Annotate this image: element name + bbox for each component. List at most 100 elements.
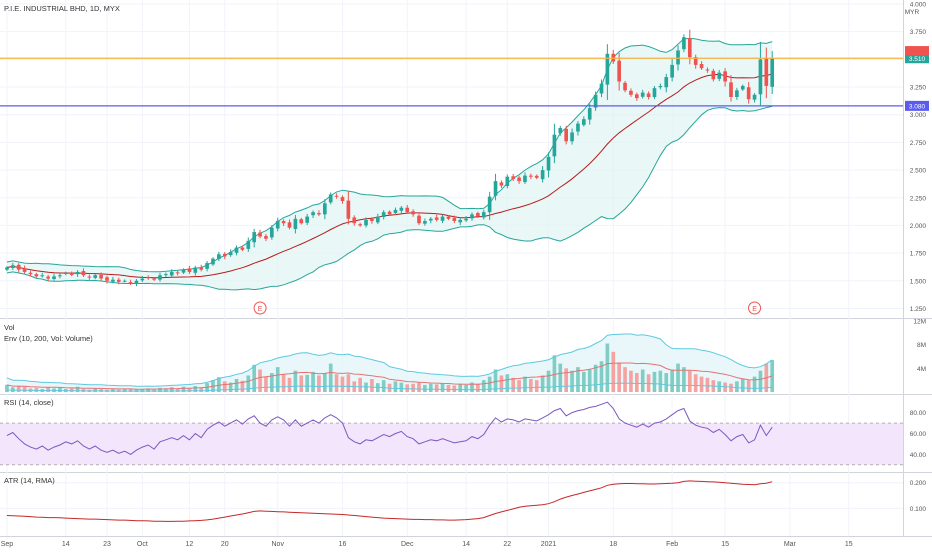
volume-bar-124 xyxy=(735,381,739,392)
candle-body-104 xyxy=(617,60,621,82)
volume-bar-128 xyxy=(758,370,763,392)
candle-body-31 xyxy=(187,268,192,272)
earnings-marker-label-0: E xyxy=(258,306,263,313)
candle-body-29 xyxy=(175,272,180,274)
candle-body-5 xyxy=(34,274,39,277)
candle-body-106 xyxy=(629,90,633,95)
candle-body-70 xyxy=(417,215,421,224)
candle-body-126 xyxy=(746,87,751,100)
volume-bar-86 xyxy=(511,377,516,392)
candle-body-8 xyxy=(52,276,56,280)
volume-bar-104 xyxy=(617,362,621,392)
volume-bar-111 xyxy=(658,370,663,392)
candle-body-44 xyxy=(264,236,268,239)
volume-bar-69 xyxy=(411,383,415,392)
volume-envelope-upper xyxy=(6,333,773,387)
volume-bar-42 xyxy=(252,364,257,392)
candle-body-25 xyxy=(152,278,156,280)
volume-bar-43 xyxy=(258,369,262,392)
candle-body-105 xyxy=(623,82,627,91)
volume-bar-80 xyxy=(476,383,480,392)
volume-bar-87 xyxy=(517,380,521,392)
atr-title: ATR (14, RMA) xyxy=(4,476,55,485)
volume-bar-15 xyxy=(93,388,98,392)
volume-bar-84 xyxy=(499,375,504,392)
candle-body-71 xyxy=(423,221,427,224)
volume-y-tick-2: 4M xyxy=(917,366,926,373)
candle-body-81 xyxy=(481,212,486,218)
volume-envelope-fill xyxy=(6,334,773,392)
volume-bar-55 xyxy=(328,363,333,392)
volume-bar-114 xyxy=(676,363,680,392)
volume-bar-78 xyxy=(464,384,468,392)
volume-bar-54 xyxy=(322,373,327,392)
candle-body-95 xyxy=(564,128,569,142)
volume-bar-94 xyxy=(558,363,563,392)
volume-bar-79 xyxy=(470,382,474,392)
volume-bar-119 xyxy=(705,377,710,392)
candle-body-35 xyxy=(211,258,215,265)
candle-body-73 xyxy=(434,217,439,220)
volume-bar-127 xyxy=(752,376,757,392)
price-y-tick-5: 2.750 xyxy=(910,140,927,147)
volume-bar-82 xyxy=(487,376,492,392)
volume-title: Vol xyxy=(4,323,15,332)
volume-bar-12 xyxy=(75,386,80,392)
volume-bar-106 xyxy=(629,370,633,392)
volume-bar-88 xyxy=(523,376,527,392)
candle-body-110 xyxy=(652,88,657,97)
volume-y-tick-0: 12M xyxy=(913,319,926,326)
price-y-tick-3: 3.250 xyxy=(910,85,927,92)
bollinger-lower xyxy=(6,105,773,291)
candle-body-87 xyxy=(517,177,521,182)
volume-bar-116 xyxy=(687,370,692,392)
candle-body-107 xyxy=(634,94,639,99)
volume-bar-74 xyxy=(440,383,445,392)
volume-bar-83 xyxy=(493,369,498,392)
x-tick-label-11: 2021 xyxy=(541,541,557,548)
volume-bar-117 xyxy=(693,374,698,392)
x-tick-label-4: 12 xyxy=(186,541,194,548)
candle-body-3 xyxy=(22,268,27,272)
volume-bar-107 xyxy=(634,373,639,392)
volume-bar-11 xyxy=(69,388,74,392)
support-label: 3.080 xyxy=(909,103,926,110)
price-y-tick-1: 3.750 xyxy=(910,29,927,36)
x-tick-label-0: Sep xyxy=(1,541,14,548)
x-tick-label-1: 14 xyxy=(62,541,70,548)
candle-body-42 xyxy=(252,232,257,243)
candle-body-102 xyxy=(605,53,610,85)
price-y-tick-9: 1.750 xyxy=(910,251,927,258)
candle-body-66 xyxy=(393,209,398,214)
volume-bar-3 xyxy=(22,386,27,392)
candle-body-98 xyxy=(582,119,586,125)
candle-body-30 xyxy=(181,269,186,273)
candle-body-41 xyxy=(246,240,251,249)
candle-body-85 xyxy=(505,176,510,187)
volume-bar-49 xyxy=(293,370,298,392)
candle-body-82 xyxy=(487,196,492,213)
volume-bar-47 xyxy=(281,374,286,392)
candle-body-39 xyxy=(234,247,239,253)
candle-body-4 xyxy=(28,272,33,275)
volume-bar-103 xyxy=(611,351,616,392)
candle-body-43 xyxy=(258,232,262,237)
candle-body-34 xyxy=(205,263,209,269)
candle-body-97 xyxy=(576,123,580,132)
volume-bar-64 xyxy=(381,380,386,392)
volume-bar-9 xyxy=(58,387,62,392)
candle-body-18 xyxy=(111,279,115,282)
volume-bar-102 xyxy=(605,343,610,392)
volume-envelope-label: Env (10, 200, Vol: Volume) xyxy=(4,334,93,343)
volume-bar-101 xyxy=(599,361,604,392)
candle-body-94 xyxy=(558,128,563,134)
candle-body-2 xyxy=(16,264,21,270)
volume-bar-32 xyxy=(193,386,198,392)
candle-body-7 xyxy=(46,276,50,279)
candle-body-47 xyxy=(281,221,286,224)
volume-bar-21 xyxy=(128,388,133,392)
price-y-tick-6: 2.500 xyxy=(910,168,927,175)
candle-body-52 xyxy=(311,212,315,216)
candle-body-57 xyxy=(340,197,345,202)
